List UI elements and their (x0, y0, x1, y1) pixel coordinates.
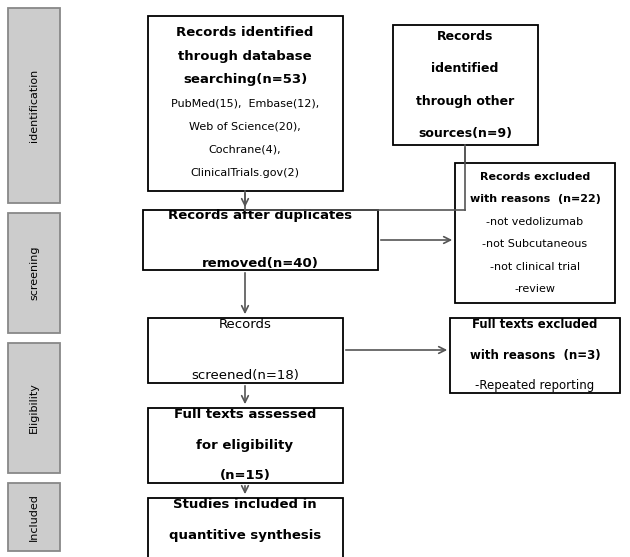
Text: Full texts assessed: Full texts assessed (174, 408, 316, 422)
Bar (8, 343, 60, 473)
Text: -not vedolizumab: -not vedolizumab (486, 217, 583, 227)
Text: for eligibility: for eligibility (197, 438, 294, 452)
Bar (147, 16, 343, 190)
Text: removed(n=40): removed(n=40) (202, 257, 318, 271)
Bar (142, 210, 377, 270)
Text: quantitive synthesis: quantitive synthesis (169, 529, 321, 541)
Bar (392, 25, 537, 145)
Bar (147, 497, 343, 557)
Text: ClinicalTrials.gov(2): ClinicalTrials.gov(2) (190, 168, 299, 178)
Text: identification: identification (29, 69, 39, 142)
Text: PubMed(15),  Embase(12),: PubMed(15), Embase(12), (171, 98, 319, 108)
Text: Records excluded: Records excluded (480, 172, 590, 182)
Text: through other: through other (416, 95, 514, 108)
Text: identified: identified (432, 62, 499, 76)
Text: Studies included in: Studies included in (173, 499, 317, 511)
Bar (450, 317, 620, 393)
Text: -not clinical trial: -not clinical trial (490, 262, 580, 272)
Bar (8, 8, 60, 203)
Text: Records identified: Records identified (176, 27, 314, 40)
Text: Records: Records (219, 317, 272, 330)
Text: searching(n=53): searching(n=53) (183, 73, 307, 86)
Text: sources(n=9): sources(n=9) (418, 126, 512, 139)
Text: Cochrane(4),: Cochrane(4), (209, 145, 282, 155)
Text: -review: -review (515, 284, 556, 294)
Text: Full texts excluded: Full texts excluded (472, 319, 598, 331)
Bar (8, 483, 60, 551)
Bar (455, 163, 615, 303)
Text: (n=15): (n=15) (220, 468, 270, 481)
Text: screened(n=18): screened(n=18) (191, 369, 299, 383)
Text: through database: through database (178, 50, 312, 63)
Bar (147, 317, 343, 383)
Text: with reasons  (n=22): with reasons (n=22) (469, 194, 600, 204)
Text: Eligibility: Eligibility (29, 383, 39, 433)
Text: Included: Included (29, 493, 39, 541)
Bar (147, 408, 343, 482)
Text: with reasons  (n=3): with reasons (n=3) (470, 349, 600, 361)
Text: -not Subcutaneous: -not Subcutaneous (483, 239, 588, 249)
Text: Web of Science(20),: Web of Science(20), (189, 121, 301, 131)
Text: Records after duplicates: Records after duplicates (168, 209, 352, 222)
Bar (8, 213, 60, 333)
Text: -Repeated reporting: -Repeated reporting (476, 379, 595, 392)
Text: Records: Records (437, 31, 493, 43)
Text: screening: screening (29, 246, 39, 300)
